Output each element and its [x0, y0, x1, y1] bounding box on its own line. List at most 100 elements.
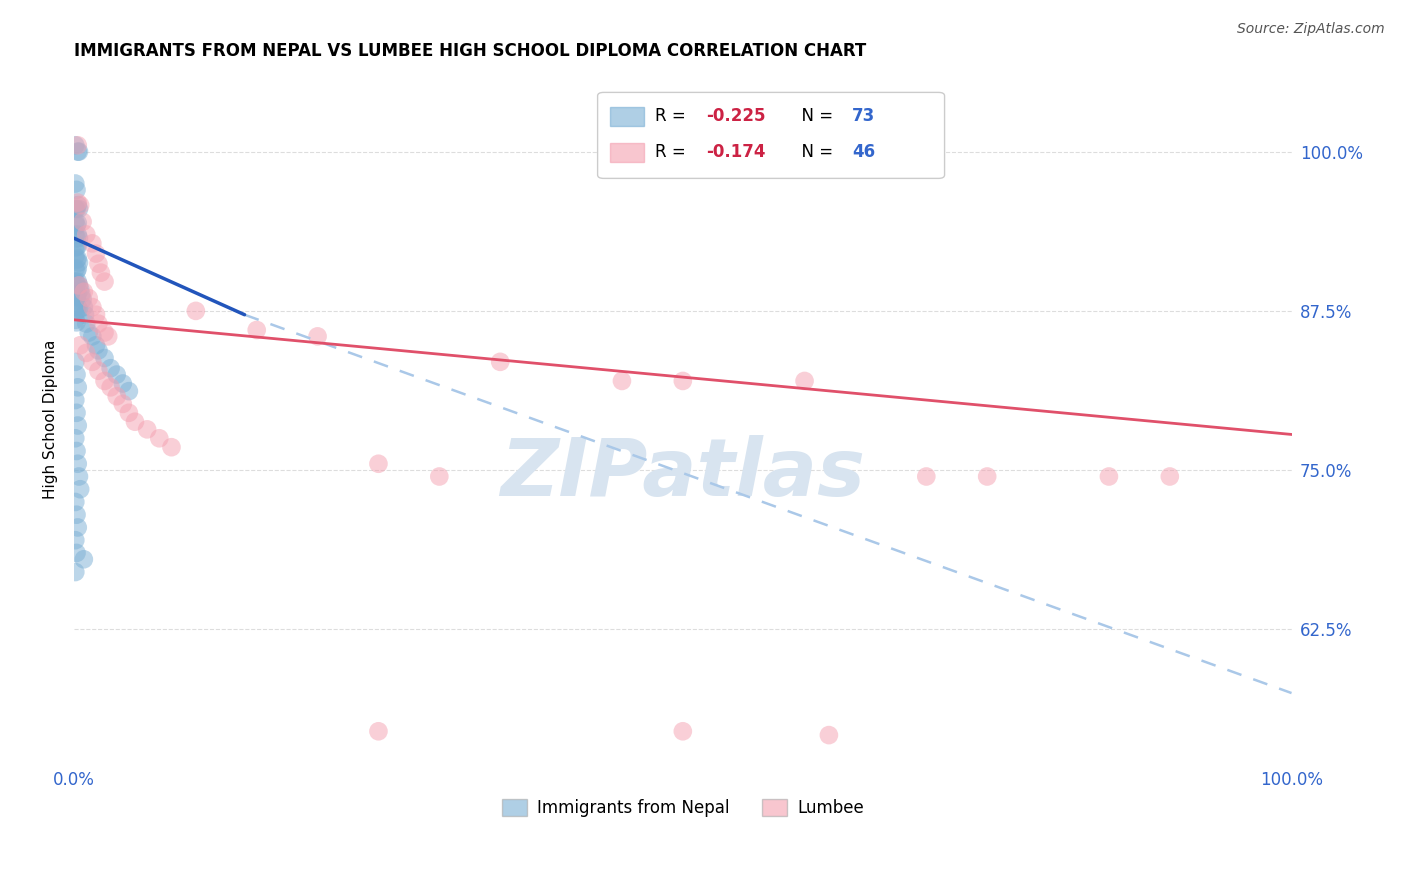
Point	[82, 236, 104, 251]
Point	[84, 338, 107, 352]
Point	[118, 384, 141, 398]
Point	[672, 724, 695, 739]
Y-axis label: High School Diploma: High School Diploma	[44, 340, 58, 499]
Point	[65, 219, 87, 233]
Point	[66, 145, 89, 159]
Point	[66, 252, 89, 266]
Point	[65, 431, 87, 445]
Text: N =: N =	[792, 144, 838, 161]
Point	[976, 469, 998, 483]
Point	[77, 291, 100, 305]
Point	[67, 278, 90, 293]
Point	[105, 389, 128, 403]
Point	[65, 565, 87, 579]
Point	[84, 246, 107, 260]
Point	[65, 290, 87, 304]
Point	[84, 308, 107, 322]
Point	[73, 300, 96, 314]
Point	[100, 380, 122, 394]
Point	[66, 195, 89, 210]
Point	[66, 216, 89, 230]
Point	[66, 287, 89, 301]
Point	[489, 355, 512, 369]
Point	[67, 255, 90, 269]
Point	[1098, 469, 1121, 483]
Point	[65, 177, 87, 191]
Text: IMMIGRANTS FROM NEPAL VS LUMBEE HIGH SCHOOL DIPLOMA CORRELATION CHART: IMMIGRANTS FROM NEPAL VS LUMBEE HIGH SCH…	[75, 42, 866, 60]
Point	[65, 275, 87, 289]
Point	[610, 374, 633, 388]
Point	[73, 285, 96, 299]
Point	[65, 406, 87, 420]
Point	[82, 355, 104, 369]
Point	[66, 198, 89, 212]
Point	[67, 469, 90, 483]
Point	[65, 304, 87, 318]
Point	[66, 227, 89, 242]
Point	[93, 374, 115, 388]
Text: R =: R =	[655, 144, 690, 161]
Point	[67, 302, 90, 317]
Point	[97, 329, 120, 343]
Point	[65, 546, 87, 560]
Point	[65, 444, 87, 458]
Point	[66, 418, 89, 433]
Point	[73, 308, 96, 322]
Point	[65, 300, 87, 314]
Point	[65, 138, 87, 153]
Text: R =: R =	[655, 107, 690, 126]
Point	[65, 202, 87, 216]
Point	[100, 361, 122, 376]
Point	[65, 227, 87, 242]
Point	[65, 277, 87, 292]
Point	[87, 364, 110, 378]
Point	[66, 520, 89, 534]
Point	[915, 469, 938, 483]
Point	[72, 215, 94, 229]
Point	[82, 300, 104, 314]
Point	[65, 495, 87, 509]
Point	[793, 374, 815, 388]
Point	[69, 482, 91, 496]
Point	[136, 422, 159, 436]
Point	[65, 202, 87, 216]
Point	[87, 317, 110, 331]
Point	[672, 374, 695, 388]
Text: -0.225: -0.225	[706, 107, 765, 126]
Point	[67, 231, 90, 245]
Point	[67, 202, 90, 216]
Point	[818, 728, 841, 742]
Point	[69, 338, 91, 352]
Point	[65, 508, 87, 522]
Point	[65, 215, 87, 229]
Point	[65, 355, 87, 369]
Point	[1159, 469, 1181, 483]
Point	[93, 275, 115, 289]
Point	[65, 240, 87, 254]
Text: -0.174: -0.174	[706, 144, 765, 161]
Point	[87, 257, 110, 271]
Point	[66, 138, 89, 153]
Point	[65, 231, 87, 245]
Point	[65, 533, 87, 548]
Text: Source: ZipAtlas.com: Source: ZipAtlas.com	[1237, 22, 1385, 37]
Point	[67, 278, 90, 293]
Point	[65, 287, 87, 301]
Point	[82, 329, 104, 343]
Point	[65, 261, 87, 276]
Point	[87, 343, 110, 358]
Point	[105, 368, 128, 382]
Text: N =: N =	[792, 107, 838, 126]
Point	[66, 380, 89, 394]
Point	[67, 145, 90, 159]
Point	[111, 397, 134, 411]
Point	[70, 287, 93, 301]
Point	[184, 304, 207, 318]
Point	[73, 552, 96, 566]
Point	[246, 323, 269, 337]
Point	[69, 198, 91, 212]
Point	[65, 368, 87, 382]
Bar	[610, 143, 644, 161]
Point	[93, 351, 115, 365]
Point	[77, 326, 100, 340]
